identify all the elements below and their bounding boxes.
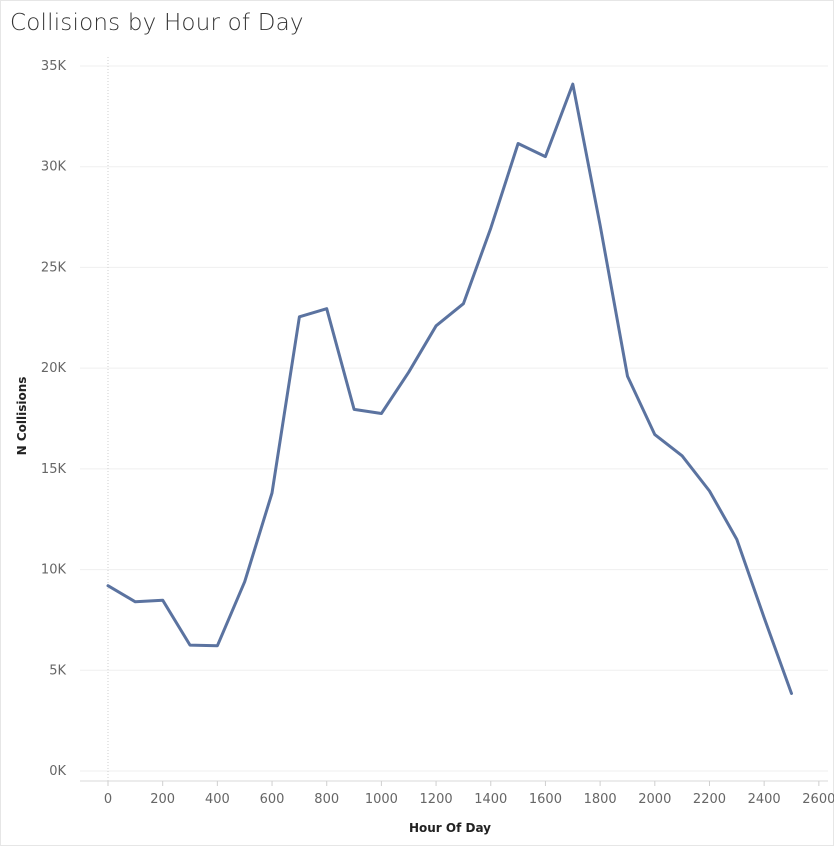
- x-tick-label: 1800: [584, 792, 617, 807]
- data-point[interactable]: [133, 600, 137, 604]
- x-tick-label: 2400: [748, 792, 781, 807]
- data-point[interactable]: [762, 616, 766, 620]
- data-point[interactable]: [270, 491, 274, 495]
- y-tick-label: 0K: [49, 764, 66, 779]
- x-tick-label: 1600: [529, 792, 562, 807]
- series-line: [106, 82, 793, 695]
- data-point[interactable]: [434, 324, 438, 328]
- data-point[interactable]: [625, 374, 629, 378]
- x-tick-label: 1400: [474, 792, 507, 807]
- x-tick-label: 400: [205, 792, 230, 807]
- x-tick-label: 2200: [693, 792, 726, 807]
- data-point[interactable]: [680, 454, 684, 458]
- y-tick-label: 10K: [41, 563, 67, 578]
- y-tick-label: 35K: [41, 59, 67, 74]
- x-tick-label: 200: [150, 792, 175, 807]
- y-tick-label: 5K: [49, 663, 66, 678]
- y-axis-label: N Collisions: [15, 377, 29, 456]
- y-tick-label: 20K: [41, 361, 67, 376]
- data-point[interactable]: [735, 537, 739, 541]
- x-tick-label: 2000: [638, 792, 671, 807]
- x-tick-label: 1000: [365, 792, 398, 807]
- data-point[interactable]: [653, 433, 657, 437]
- x-tick-label: 600: [260, 792, 285, 807]
- data-point[interactable]: [461, 302, 465, 306]
- x-tick-label: 2600: [802, 792, 834, 807]
- data-point[interactable]: [106, 584, 110, 588]
- data-point[interactable]: [379, 411, 383, 415]
- data-point[interactable]: [790, 691, 794, 695]
- x-axis-label: Hour Of Day: [409, 821, 491, 835]
- y-tick-label: 30K: [41, 160, 67, 175]
- data-point[interactable]: [215, 644, 219, 648]
- data-point[interactable]: [352, 407, 356, 411]
- data-point[interactable]: [188, 643, 192, 647]
- data-point[interactable]: [325, 307, 329, 311]
- data-point[interactable]: [598, 223, 602, 227]
- data-point[interactable]: [297, 315, 301, 319]
- chart-title: Collisions by Hour of Day: [10, 10, 304, 36]
- data-point[interactable]: [707, 489, 711, 493]
- y-tick-label: 25K: [41, 260, 67, 275]
- x-tick-label: 0: [104, 792, 112, 807]
- data-point[interactable]: [543, 155, 547, 159]
- data-point[interactable]: [407, 370, 411, 374]
- data-point[interactable]: [571, 82, 575, 86]
- data-point[interactable]: [516, 142, 520, 146]
- x-tick-label: 1200: [420, 792, 453, 807]
- data-point[interactable]: [161, 598, 165, 602]
- x-tick-label: 800: [314, 792, 339, 807]
- y-tick-label: 15K: [41, 462, 67, 477]
- data-point[interactable]: [489, 226, 493, 230]
- data-point[interactable]: [243, 580, 247, 584]
